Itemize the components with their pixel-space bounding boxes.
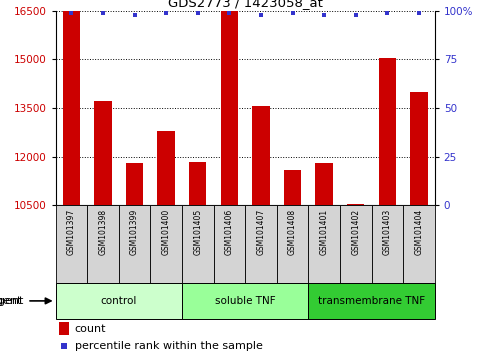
Bar bbox=[119, 205, 150, 283]
Bar bbox=[182, 205, 213, 283]
Text: GSM101399: GSM101399 bbox=[130, 209, 139, 256]
Text: GSM101402: GSM101402 bbox=[351, 209, 360, 255]
Bar bbox=[157, 131, 175, 205]
Point bbox=[99, 10, 107, 15]
Text: soluble TNF: soluble TNF bbox=[215, 296, 275, 306]
Point bbox=[289, 10, 297, 15]
Point bbox=[162, 10, 170, 15]
Text: transmembrane TNF: transmembrane TNF bbox=[318, 296, 425, 306]
Bar bbox=[308, 283, 435, 319]
Bar bbox=[182, 283, 308, 319]
Text: GSM101401: GSM101401 bbox=[320, 209, 328, 255]
Bar bbox=[126, 163, 143, 205]
Bar bbox=[308, 205, 340, 283]
Text: GSM101398: GSM101398 bbox=[99, 209, 107, 255]
Point bbox=[68, 10, 75, 15]
Text: agent: agent bbox=[0, 296, 24, 306]
Point bbox=[226, 10, 233, 15]
Bar bbox=[63, 11, 80, 205]
Point bbox=[352, 12, 359, 17]
Point bbox=[415, 10, 423, 15]
Bar bbox=[277, 205, 308, 283]
Bar bbox=[371, 205, 403, 283]
Bar bbox=[150, 205, 182, 283]
Text: percentile rank within the sample: percentile rank within the sample bbox=[74, 341, 262, 351]
Text: GSM101405: GSM101405 bbox=[193, 209, 202, 256]
Bar bbox=[221, 11, 238, 205]
Bar bbox=[340, 205, 371, 283]
Text: count: count bbox=[74, 324, 106, 333]
Text: agent: agent bbox=[0, 296, 22, 306]
Point bbox=[320, 12, 328, 17]
Bar bbox=[315, 163, 333, 205]
Bar bbox=[410, 92, 427, 205]
Point bbox=[131, 12, 139, 17]
Title: GDS2773 / 1423058_at: GDS2773 / 1423058_at bbox=[168, 0, 323, 10]
Text: GSM101403: GSM101403 bbox=[383, 209, 392, 256]
Point bbox=[60, 343, 68, 349]
Bar bbox=[284, 170, 301, 205]
Bar bbox=[94, 102, 112, 205]
Bar bbox=[347, 204, 364, 205]
Text: GSM101406: GSM101406 bbox=[225, 209, 234, 256]
Bar bbox=[213, 205, 245, 283]
Text: GSM101407: GSM101407 bbox=[256, 209, 266, 256]
Point bbox=[194, 10, 201, 15]
Bar bbox=[403, 205, 435, 283]
Bar bbox=[245, 205, 277, 283]
Text: control: control bbox=[100, 296, 137, 306]
Point bbox=[257, 12, 265, 17]
Bar bbox=[56, 205, 87, 283]
Point bbox=[384, 10, 391, 15]
Bar bbox=[59, 322, 69, 335]
Bar bbox=[87, 205, 119, 283]
Text: GSM101400: GSM101400 bbox=[162, 209, 170, 256]
Text: GSM101404: GSM101404 bbox=[414, 209, 424, 256]
Text: GSM101397: GSM101397 bbox=[67, 209, 76, 256]
Bar bbox=[56, 283, 182, 319]
Text: GSM101408: GSM101408 bbox=[288, 209, 297, 255]
Bar bbox=[189, 161, 206, 205]
Bar bbox=[252, 106, 270, 205]
Bar bbox=[379, 58, 396, 205]
